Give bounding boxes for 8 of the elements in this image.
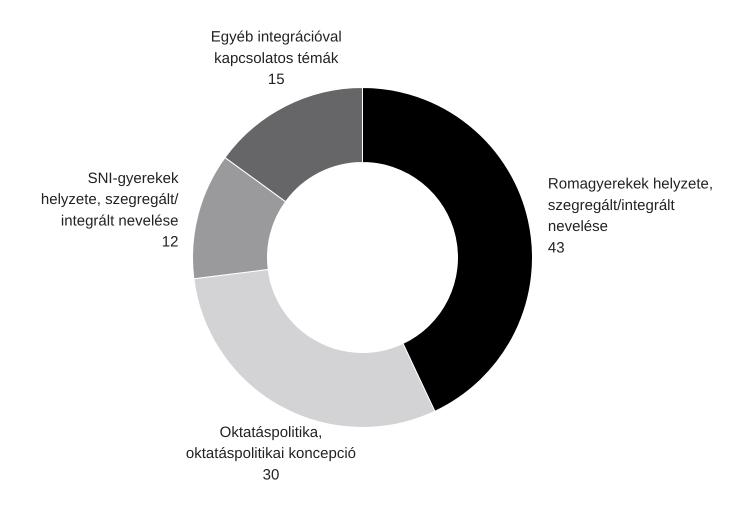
data-label: 30 [262,466,280,484]
data-label: 12 [162,234,178,251]
data-label: 15 [268,71,285,88]
data-label: 43 [548,239,565,256]
slice-label: Oktatáspolitika, oktatáspolitikai koncepció [186,424,356,462]
slice-label: SNI-gyerekek helyzete, szegregált/ integrált nevelése [40,170,180,230]
slice-label: Romagyerekek helyzete, szegregált/integrált nevelése [548,176,714,236]
slice-label: Egyéb integrációval kapcsolatos témák [210,28,342,67]
